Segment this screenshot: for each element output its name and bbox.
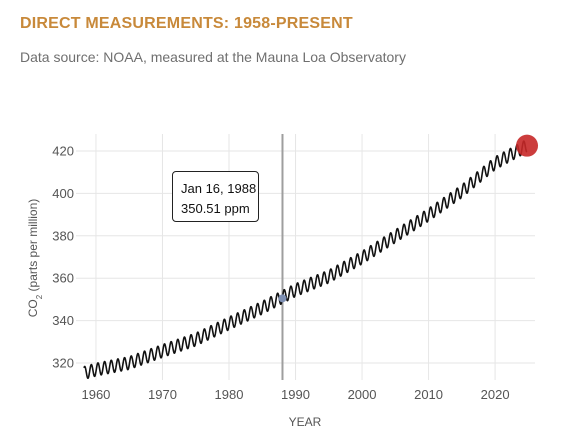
y-tick-label: 400 bbox=[52, 186, 74, 201]
tooltip-value: 350.51 ppm bbox=[181, 201, 250, 216]
x-tick-label: 1980 bbox=[215, 387, 244, 402]
page-title: DIRECT MEASUREMENTS: 1958-PRESENT bbox=[20, 15, 353, 32]
tooltip-date: Jan 16, 1988 bbox=[181, 181, 257, 196]
y-tick-label: 420 bbox=[52, 143, 74, 158]
y-tick-label: 380 bbox=[52, 228, 74, 243]
x-tick-label: 1970 bbox=[148, 387, 177, 402]
x-axis-ticks: 1960 1970 1980 1990 2000 2010 2020 bbox=[81, 387, 509, 402]
x-tick-label: 2000 bbox=[348, 387, 377, 402]
hover-tooltip: Jan 16, 1988 350.51 ppm bbox=[172, 171, 259, 222]
y-tick-label: 360 bbox=[52, 271, 74, 286]
x-tick-label: 1990 bbox=[281, 387, 310, 402]
x-tick-label: 2010 bbox=[414, 387, 443, 402]
y-axis-ticks: 320 340 360 380 400 420 bbox=[52, 143, 74, 370]
y-axis-title: CO2 (parts per million) bbox=[26, 199, 44, 317]
co2-series-line[interactable] bbox=[83, 140, 528, 380]
hover-point bbox=[278, 294, 287, 303]
y-tick-label: 320 bbox=[52, 356, 74, 371]
x-tick-label: 2020 bbox=[481, 387, 510, 402]
x-axis-title: YEAR bbox=[289, 415, 322, 429]
latest-point-marker[interactable] bbox=[516, 134, 539, 157]
chart-grid bbox=[76, 134, 535, 380]
page-subtitle: Data source: NOAA, measured at the Mauna… bbox=[20, 49, 406, 65]
y-tick-label: 340 bbox=[52, 313, 74, 328]
x-tick-label: 1960 bbox=[81, 387, 110, 402]
